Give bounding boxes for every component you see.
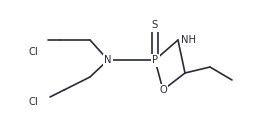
Text: N: N [104, 55, 112, 65]
Text: NH: NH [181, 35, 196, 45]
Text: Cl: Cl [28, 47, 38, 57]
Text: S: S [152, 20, 158, 30]
Text: P: P [152, 55, 158, 65]
Text: O: O [159, 85, 167, 95]
Text: Cl: Cl [28, 97, 38, 107]
